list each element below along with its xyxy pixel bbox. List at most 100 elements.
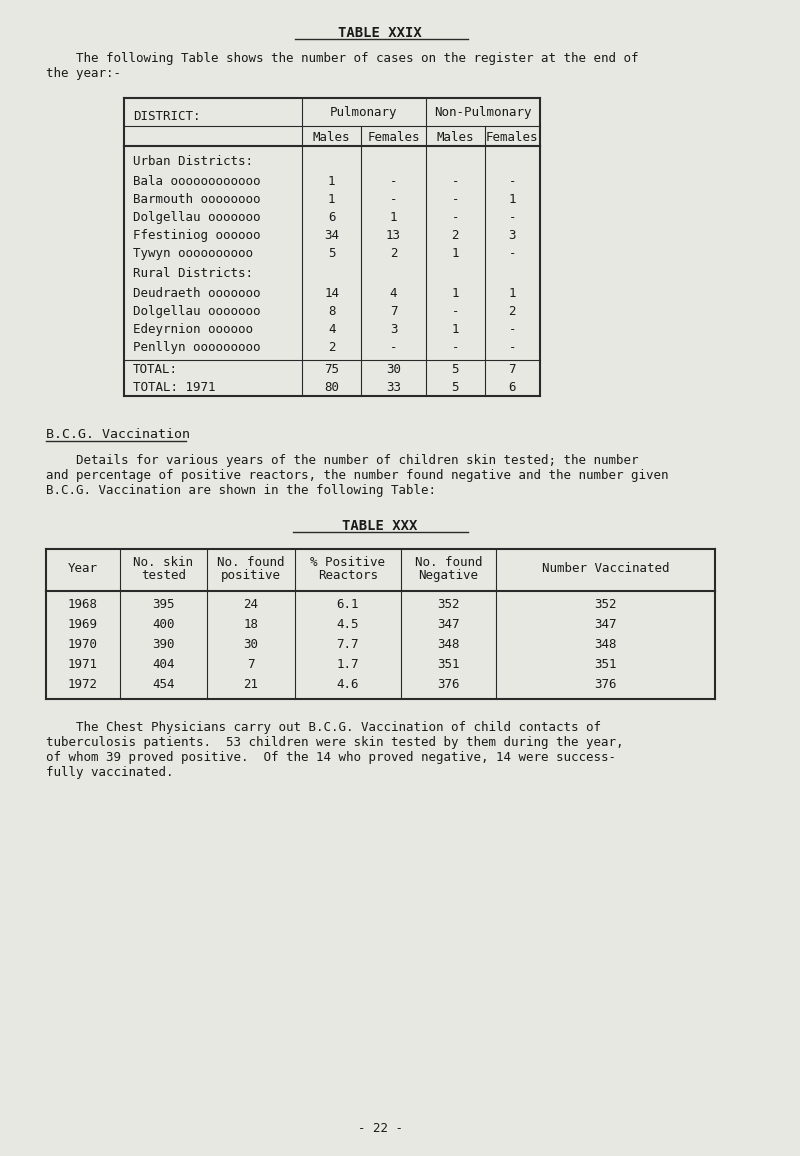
Text: 1: 1 bbox=[451, 287, 459, 301]
Text: 7.7: 7.7 bbox=[337, 638, 359, 651]
Text: 30: 30 bbox=[386, 363, 401, 376]
Text: Tywyn oooooooooo: Tywyn oooooooooo bbox=[133, 247, 253, 260]
Text: Pulmonary: Pulmonary bbox=[330, 106, 398, 119]
Text: B.C.G. Vaccination: B.C.G. Vaccination bbox=[46, 428, 190, 440]
Text: Bala oooooooooooo: Bala oooooooooooo bbox=[133, 175, 261, 188]
Text: Penllyn ooooooooo: Penllyn ooooooooo bbox=[133, 341, 261, 354]
Text: 1970: 1970 bbox=[68, 638, 98, 651]
Text: 348: 348 bbox=[594, 638, 617, 651]
Text: 4.6: 4.6 bbox=[337, 679, 359, 691]
Text: TOTAL:: TOTAL: bbox=[133, 363, 178, 376]
Text: 4: 4 bbox=[390, 287, 398, 301]
Text: 395: 395 bbox=[152, 598, 174, 612]
Text: Edeyrnion oooooo: Edeyrnion oooooo bbox=[133, 323, 253, 336]
Text: Rural Districts:: Rural Districts: bbox=[133, 267, 253, 280]
Text: No. found: No. found bbox=[415, 556, 482, 569]
Text: -: - bbox=[390, 341, 398, 354]
Text: -: - bbox=[509, 247, 516, 260]
Text: 351: 351 bbox=[594, 658, 617, 670]
Text: Urban Districts:: Urban Districts: bbox=[133, 155, 253, 168]
Text: 1: 1 bbox=[509, 287, 516, 301]
Text: -: - bbox=[451, 193, 459, 206]
Text: -: - bbox=[509, 341, 516, 354]
Text: TOTAL: 1971: TOTAL: 1971 bbox=[133, 381, 215, 394]
Text: 348: 348 bbox=[438, 638, 460, 651]
Text: 30: 30 bbox=[243, 638, 258, 651]
Text: 2: 2 bbox=[390, 247, 398, 260]
Text: - 22 -: - 22 - bbox=[358, 1122, 402, 1135]
Text: 390: 390 bbox=[152, 638, 174, 651]
Text: 21: 21 bbox=[243, 679, 258, 691]
Text: 75: 75 bbox=[324, 363, 339, 376]
Text: Males: Males bbox=[437, 131, 474, 144]
Text: 1: 1 bbox=[509, 193, 516, 206]
Text: 7: 7 bbox=[390, 305, 398, 318]
Text: 6: 6 bbox=[328, 212, 335, 224]
Text: Year: Year bbox=[68, 562, 98, 575]
Text: 5: 5 bbox=[328, 247, 335, 260]
Text: Dolgellau ooooooo: Dolgellau ooooooo bbox=[133, 305, 261, 318]
Text: 4.5: 4.5 bbox=[337, 618, 359, 631]
Text: 352: 352 bbox=[594, 598, 617, 612]
Text: 404: 404 bbox=[152, 658, 174, 670]
Text: Males: Males bbox=[313, 131, 350, 144]
Text: -: - bbox=[509, 212, 516, 224]
Text: No. found: No. found bbox=[217, 556, 285, 569]
Text: -: - bbox=[451, 341, 459, 354]
Text: 13: 13 bbox=[386, 229, 401, 242]
Text: % Positive: % Positive bbox=[310, 556, 386, 569]
Text: DISTRICT:: DISTRICT: bbox=[133, 110, 201, 123]
Text: The Chest Physicians carry out B.C.G. Vaccination of child contacts of
tuberculo: The Chest Physicians carry out B.C.G. Va… bbox=[46, 721, 623, 779]
Text: 34: 34 bbox=[324, 229, 339, 242]
Text: TABLE XXIX: TABLE XXIX bbox=[338, 25, 422, 40]
Text: 454: 454 bbox=[152, 679, 174, 691]
Text: Females: Females bbox=[486, 131, 538, 144]
Text: 4: 4 bbox=[328, 323, 335, 336]
Text: 2: 2 bbox=[451, 229, 459, 242]
Text: 1: 1 bbox=[451, 323, 459, 336]
Text: Females: Females bbox=[367, 131, 420, 144]
Text: Negative: Negative bbox=[418, 569, 478, 581]
Text: 352: 352 bbox=[438, 598, 460, 612]
Text: 1.7: 1.7 bbox=[337, 658, 359, 670]
Text: -: - bbox=[390, 175, 398, 188]
Text: 14: 14 bbox=[324, 287, 339, 301]
Text: 347: 347 bbox=[594, 618, 617, 631]
Text: 1972: 1972 bbox=[68, 679, 98, 691]
Text: 3: 3 bbox=[390, 323, 398, 336]
Text: 1968: 1968 bbox=[68, 598, 98, 612]
Text: 80: 80 bbox=[324, 381, 339, 394]
Text: No. skin: No. skin bbox=[134, 556, 194, 569]
Text: 8: 8 bbox=[328, 305, 335, 318]
Text: 347: 347 bbox=[438, 618, 460, 631]
Text: 7: 7 bbox=[509, 363, 516, 376]
Text: Details for various years of the number of children skin tested; the number
and : Details for various years of the number … bbox=[46, 454, 668, 497]
Text: 1: 1 bbox=[390, 212, 398, 224]
Text: 1: 1 bbox=[451, 247, 459, 260]
Text: 3: 3 bbox=[509, 229, 516, 242]
Text: 5: 5 bbox=[451, 381, 459, 394]
Text: 6.1: 6.1 bbox=[337, 598, 359, 612]
Text: 400: 400 bbox=[152, 618, 174, 631]
Text: 33: 33 bbox=[386, 381, 401, 394]
Text: 1969: 1969 bbox=[68, 618, 98, 631]
Text: Barmouth oooooooo: Barmouth oooooooo bbox=[133, 193, 261, 206]
Text: 376: 376 bbox=[438, 679, 460, 691]
Text: 24: 24 bbox=[243, 598, 258, 612]
Text: Non-Pulmonary: Non-Pulmonary bbox=[434, 106, 531, 119]
Text: Number Vaccinated: Number Vaccinated bbox=[542, 562, 669, 575]
Text: 6: 6 bbox=[509, 381, 516, 394]
Text: 1: 1 bbox=[328, 193, 335, 206]
Text: 376: 376 bbox=[594, 679, 617, 691]
Text: TABLE XXX: TABLE XXX bbox=[342, 519, 418, 533]
Text: 1971: 1971 bbox=[68, 658, 98, 670]
Text: Ffestiniog oooooo: Ffestiniog oooooo bbox=[133, 229, 261, 242]
Text: tested: tested bbox=[141, 569, 186, 581]
Text: 18: 18 bbox=[243, 618, 258, 631]
Text: 2: 2 bbox=[509, 305, 516, 318]
Text: 2: 2 bbox=[328, 341, 335, 354]
Text: The following Table shows the number of cases on the register at the end of
the : The following Table shows the number of … bbox=[46, 52, 638, 80]
Text: Dolgellau ooooooo: Dolgellau ooooooo bbox=[133, 212, 261, 224]
Text: Deudraeth ooooooo: Deudraeth ooooooo bbox=[133, 287, 261, 301]
Text: -: - bbox=[390, 193, 398, 206]
